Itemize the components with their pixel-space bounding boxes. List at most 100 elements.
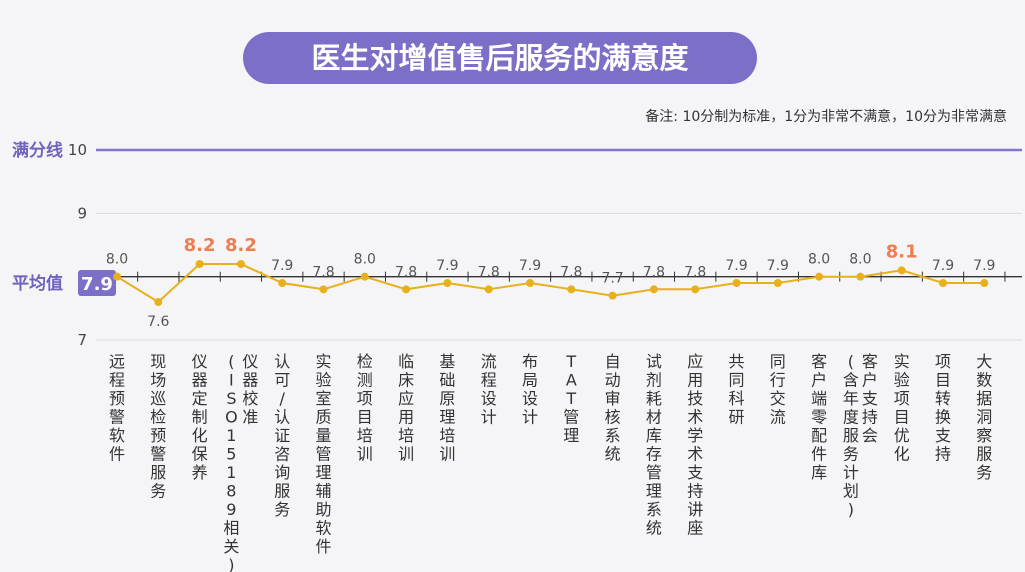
category-label-char: 同 [770,352,786,371]
category-label-char: 训 [439,445,455,464]
category-label-char: 1 [226,463,236,482]
category-label-char: 会 [862,426,878,445]
category-label-char: 务 [150,482,166,501]
data-value-label: 7.9 [973,258,995,274]
category-label-char: 学 [687,426,703,445]
category-label-char: 训 [398,445,414,464]
data-point [113,272,121,281]
category-layer: 远程预警软件现场巡检预警服务仪器定制化保养仪器校准(ISO15189相关)认可/… [109,352,992,572]
category-label-char: A [566,371,577,390]
category-label-char: T [565,389,576,408]
category-label-char: 务 [843,445,859,464]
category-label-char: 项 [935,352,951,371]
category-label-char: 8 [226,482,236,501]
data-point [278,279,287,287]
data-value-label: 7.9 [436,258,458,274]
title-pill [243,32,757,84]
category-label-char: 应 [398,389,414,408]
category-label-char: 1 [226,426,236,445]
category-label-char: 辅 [315,482,331,501]
category-label-char: 度 [843,408,859,427]
category-label-char: 配 [811,426,827,445]
category-label-char: 测 [357,371,373,390]
full-score-label: 满分线 [12,140,63,161]
data-value-label: 8.0 [849,252,871,268]
data-value-label: 8.2 [184,235,216,256]
category-label-char: 局 [522,371,538,390]
category-label-char: 优 [894,426,910,445]
category-label-char: 询 [274,463,290,482]
category-label-char: 检 [150,408,166,427]
data-point [856,272,865,281]
data-point [195,260,204,268]
category-label-char: 养 [192,463,208,482]
category-label-char: 项 [357,389,373,408]
category-label-char: 化 [192,426,208,445]
category-label-char: 据 [976,389,992,408]
category-label-char: 存 [646,445,662,464]
category-label-char: 软 [109,426,125,445]
category-label-char: 座 [687,519,703,538]
category-label-char: 远 [109,352,125,371]
category-label-char: 预 [109,389,125,408]
category-label-char: 管 [315,445,331,464]
category-label-char: 警 [150,445,166,464]
average-badge [78,270,116,296]
series-layer [113,260,989,306]
category-label-char: 软 [315,519,331,538]
data-value-label: 7.8 [312,264,334,280]
average-label: 平均值 [12,273,63,294]
category-label-char: 预 [150,426,166,445]
category-label-char: 相 [223,519,239,538]
data-point [897,266,906,275]
category-label-char: 客 [811,352,827,371]
category-label-char: 可 [274,371,290,390]
category-label-char: 统 [605,445,621,464]
category-label-char: 管 [563,408,579,427]
category-label-char: 目 [935,371,951,390]
category-label-char: 户 [862,371,878,390]
y-tick-label: 10 [68,141,87,159]
y-tick-label: 9 [77,204,87,222]
category-label-char: 制 [192,408,208,427]
chart-note: 备注: 10分制为标准，1分为非常不满意，10分为非常满意 [645,108,1007,125]
category-label-char: 务 [274,500,290,519]
data-value-label: 7.6 [147,314,169,330]
data-value-label: 7.7 [601,271,623,287]
category-label-char: 床 [398,371,414,390]
category-label-char: 仪 [242,352,258,371]
category-label-char: 程 [481,371,497,390]
category-label-char: / [280,389,286,408]
category-label-char: 培 [439,426,455,445]
data-point [236,260,245,268]
category-label-char: 用 [398,408,414,427]
category-label-char: S [226,389,236,408]
category-label-char: 持 [862,408,878,427]
category-label-char: 服 [843,426,859,445]
category-label-char: 件 [109,445,125,464]
category-label-char: 术 [687,445,703,464]
data-point [773,279,782,287]
category-label-char: 定 [192,389,208,408]
category-label-char: ) [228,556,234,572]
data-point [526,279,534,287]
category-label-char: 库 [811,463,827,482]
category-label-char: 化 [894,445,910,464]
label-layer: 8.0 7.6 8.2 8.2 7.9 7.8 8.0 7.8 7.9 7.8 7.9 7.8 7.7 7… [106,235,996,330]
data-point [732,279,741,287]
category-label-char: 程 [109,371,125,390]
category-label-char: 转 [935,389,951,408]
data-point [980,279,989,287]
category-label-char: 目 [894,408,910,427]
category-label-char: 服 [976,445,992,464]
